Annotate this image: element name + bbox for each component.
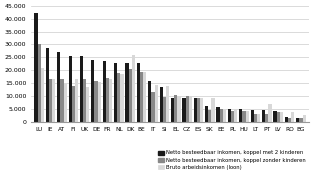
Bar: [288, 118, 291, 122]
Bar: [257, 114, 260, 122]
Bar: [109, 80, 112, 122]
Bar: [194, 98, 197, 122]
Bar: [296, 118, 299, 122]
Bar: [159, 87, 163, 122]
Bar: [75, 80, 78, 122]
Bar: [200, 98, 203, 122]
Bar: [234, 109, 237, 122]
Bar: [208, 110, 212, 122]
Bar: [129, 69, 132, 122]
Bar: [262, 109, 265, 122]
Bar: [132, 55, 135, 122]
Bar: [148, 81, 151, 122]
Bar: [265, 114, 268, 122]
Bar: [273, 111, 276, 122]
Bar: [280, 112, 283, 122]
Bar: [125, 63, 129, 122]
Bar: [166, 86, 169, 122]
Legend: Netto besteedbaar inkomen, koppel met 2 kinderen, Netto besteedbaar inkomen, kop: Netto besteedbaar inkomen, koppel met 2 …: [158, 150, 306, 170]
Bar: [299, 118, 303, 122]
Bar: [231, 111, 234, 122]
Bar: [189, 96, 192, 122]
Bar: [80, 56, 83, 122]
Bar: [52, 80, 55, 122]
Bar: [57, 52, 60, 122]
Bar: [86, 87, 90, 122]
Bar: [151, 92, 154, 122]
Bar: [163, 97, 166, 122]
Bar: [137, 63, 140, 122]
Bar: [285, 117, 288, 122]
Bar: [182, 98, 186, 122]
Bar: [41, 68, 44, 122]
Bar: [205, 106, 208, 122]
Bar: [276, 112, 280, 122]
Bar: [223, 110, 226, 122]
Bar: [171, 98, 174, 122]
Bar: [37, 45, 41, 122]
Bar: [242, 111, 246, 122]
Bar: [120, 74, 124, 122]
Bar: [154, 85, 158, 122]
Bar: [83, 80, 86, 122]
Bar: [64, 84, 67, 122]
Bar: [98, 82, 101, 122]
Bar: [117, 73, 120, 122]
Bar: [228, 109, 231, 122]
Bar: [143, 72, 146, 122]
Bar: [239, 109, 242, 122]
Bar: [197, 98, 200, 122]
Bar: [69, 56, 72, 122]
Bar: [268, 104, 271, 122]
Bar: [251, 110, 254, 122]
Bar: [114, 63, 117, 122]
Bar: [60, 80, 64, 122]
Bar: [95, 81, 98, 122]
Bar: [217, 107, 220, 122]
Bar: [303, 115, 306, 122]
Bar: [103, 61, 106, 122]
Bar: [91, 60, 95, 122]
Bar: [254, 114, 257, 122]
Bar: [140, 72, 143, 122]
Bar: [246, 111, 249, 122]
Bar: [49, 80, 52, 122]
Bar: [72, 86, 75, 122]
Bar: [46, 48, 49, 122]
Bar: [106, 78, 109, 122]
Bar: [177, 96, 181, 122]
Bar: [186, 96, 189, 122]
Bar: [174, 95, 177, 122]
Bar: [220, 109, 223, 122]
Bar: [212, 98, 215, 122]
Bar: [34, 13, 37, 122]
Bar: [291, 112, 294, 122]
